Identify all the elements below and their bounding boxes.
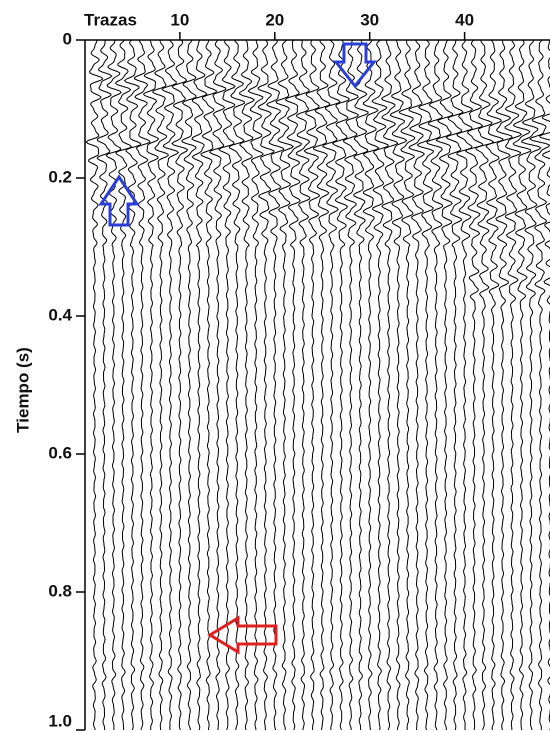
wiggle-trace [389,39,408,730]
y-tick-label: 1.0 [48,711,72,730]
wiggle-trace [380,39,399,731]
wiggle-trace [181,39,197,731]
wiggle-trace [105,40,122,730]
wiggle-trace [456,39,474,730]
arrow-left [207,615,278,655]
wiggle-trace [512,39,532,731]
wiggle-trace [114,39,133,731]
y-tick-label: 0.4 [48,305,72,324]
wiggle-trace [331,39,350,731]
wiggle-trace [209,39,227,731]
x-tick-label: 10 [170,10,189,29]
wiggle-trace [495,39,513,731]
wiggle-trace [342,39,360,731]
x-tick-label: 40 [455,10,474,29]
wiggle-trace [161,39,180,731]
wiggle-trace [284,39,302,731]
wiggle-trace [485,39,504,731]
wiggle-trace [426,39,444,731]
wiggle-trace [85,39,104,731]
y-tick-label: 0 [63,29,72,48]
wiggle-trace [133,39,151,731]
wiggle-trace [266,39,285,731]
wiggle-trace [247,39,264,731]
y-tick-label: 0.6 [48,443,72,462]
seismic-traces [85,39,550,731]
wiggle-trace [142,39,160,731]
wiggle-trace [398,39,416,730]
arrow-up [98,174,140,227]
wiggle-trace [239,39,256,731]
wiggle-trace [152,39,169,731]
wiggle-trace [529,39,550,731]
y-tick-label: 0.2 [48,167,72,186]
wiggle-trace [504,39,523,731]
x-axis-label: Trazas [84,10,137,29]
wiggle-trace [312,40,331,731]
wiggle-trace [520,39,542,731]
wiggle-trace [435,39,454,731]
wiggle-trace [191,39,208,731]
wiggle-trace [322,39,341,731]
wiggle-trace [200,39,218,731]
wiggle-trace [371,39,389,731]
y-axis-label: Tiempo (s) [13,347,32,433]
wiggle-trace [464,39,484,731]
arrow-down [332,42,378,89]
wiggle-trace [294,39,311,731]
x-tick-label: 30 [360,10,379,29]
wiggle-trace [475,39,495,731]
wiggle-trace [218,39,236,731]
wiggle-trace [362,39,380,731]
wiggle-trace [96,39,113,731]
wiggle-trace [408,39,426,730]
wiggle-trace [303,39,321,731]
y-tick-label: 0.8 [48,581,72,600]
x-tick-label: 20 [265,10,284,29]
wiggle-trace [257,39,275,731]
wiggle-trace [538,39,550,731]
wiggle-trace [416,39,435,731]
wiggle-trace [445,39,464,731]
wiggle-trace [228,39,246,730]
wiggle-trace [123,39,142,731]
wiggle-trace [353,39,369,730]
wiggle-trace [275,39,294,731]
wiggle-trace [171,39,189,731]
